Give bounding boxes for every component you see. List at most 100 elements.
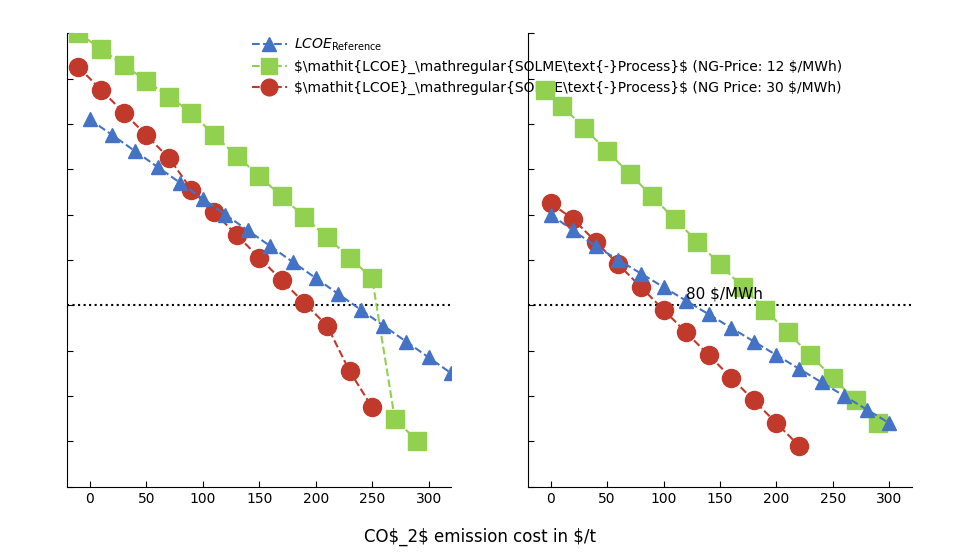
ng12 [804, 352, 816, 358]
ref [658, 284, 669, 290]
ng30 [140, 132, 152, 139]
ng12 [412, 438, 423, 445]
ng12 [759, 306, 771, 313]
ref [793, 366, 804, 372]
ng12 [299, 213, 310, 220]
ref [636, 270, 647, 277]
ng12 [118, 61, 130, 68]
ref [748, 338, 759, 345]
Text: CO$_2$ emission cost in $/t: CO$_2$ emission cost in $/t [364, 528, 596, 546]
ref [567, 227, 579, 234]
Line: ref: ref [83, 112, 458, 380]
ng30 [703, 352, 714, 358]
ng30 [590, 238, 602, 245]
ng30 [163, 155, 175, 161]
ref [242, 227, 253, 234]
ref [175, 180, 186, 186]
ng30 [230, 232, 242, 238]
ng12 [579, 125, 590, 132]
ng30 [185, 186, 197, 193]
ng30 [771, 420, 782, 426]
ref [152, 164, 163, 170]
ng30 [367, 404, 378, 410]
ng12 [850, 397, 861, 404]
ref [220, 211, 231, 218]
ref [84, 116, 96, 123]
ref [310, 275, 322, 281]
ng12 [828, 374, 839, 381]
ref [332, 291, 344, 298]
ref [545, 211, 557, 218]
ng30 [344, 368, 355, 374]
ng12 [540, 87, 551, 93]
ng12 [208, 132, 220, 139]
ng12 [344, 254, 355, 261]
ref [861, 406, 873, 413]
ng12 [601, 148, 612, 154]
ng12 [276, 193, 288, 200]
ng30 [73, 64, 84, 71]
ng12 [737, 284, 749, 290]
ng30 [726, 374, 737, 381]
ref [838, 393, 850, 399]
Line: ref: ref [543, 207, 897, 430]
ref [377, 322, 389, 329]
ref [287, 259, 299, 265]
ref [197, 195, 208, 202]
ref [612, 257, 624, 263]
ng12 [389, 415, 400, 422]
ng12 [253, 173, 265, 179]
ng12 [95, 46, 107, 53]
Line: ng30: ng30 [541, 194, 808, 455]
ng12 [163, 93, 175, 100]
ng12 [140, 77, 152, 84]
ref [883, 420, 895, 426]
ng12 [646, 193, 658, 200]
ng30 [253, 254, 265, 261]
ng30 [276, 277, 288, 284]
ng30 [681, 329, 692, 336]
ref [355, 306, 367, 313]
ng30 [636, 284, 647, 290]
ng30 [118, 109, 130, 116]
Legend: $\mathit{LCOE}_\mathregular{Reference}$, $\mathit{LCOE}_\mathregular{SOLME\text{: $\mathit{LCOE}_\mathregular{Reference}$,… [247, 31, 848, 101]
ng12 [691, 238, 703, 245]
ref [107, 132, 118, 139]
ref [816, 379, 828, 385]
ng30 [793, 442, 804, 449]
ng12 [782, 329, 794, 336]
ref [726, 325, 737, 331]
Text: 80 $/MWh: 80 $/MWh [686, 286, 763, 301]
ng12 [230, 152, 242, 159]
ng12 [556, 102, 567, 109]
ref [771, 352, 782, 358]
ng12 [73, 30, 84, 36]
ng12 [185, 109, 197, 116]
Line: ng12: ng12 [536, 81, 887, 432]
ref [400, 338, 412, 345]
ng12 [624, 170, 636, 177]
Line: ng12: ng12 [69, 24, 426, 450]
ng12 [714, 261, 726, 268]
ng30 [748, 397, 759, 404]
ng30 [299, 300, 310, 306]
ng30 [612, 261, 624, 268]
ng12 [669, 216, 681, 222]
ref [265, 243, 276, 249]
ref [681, 298, 692, 304]
ng30 [545, 200, 557, 207]
ng12 [873, 420, 884, 426]
ng30 [95, 87, 107, 93]
ng30 [658, 306, 669, 313]
ng12 [367, 275, 378, 281]
ng30 [208, 209, 220, 216]
Line: ng30: ng30 [69, 58, 381, 416]
ng12 [322, 234, 333, 241]
ref [445, 370, 457, 377]
ng30 [567, 216, 579, 222]
ref [703, 311, 714, 317]
ref [422, 354, 434, 361]
ref [590, 243, 602, 249]
ng30 [322, 322, 333, 329]
ref [130, 148, 141, 154]
